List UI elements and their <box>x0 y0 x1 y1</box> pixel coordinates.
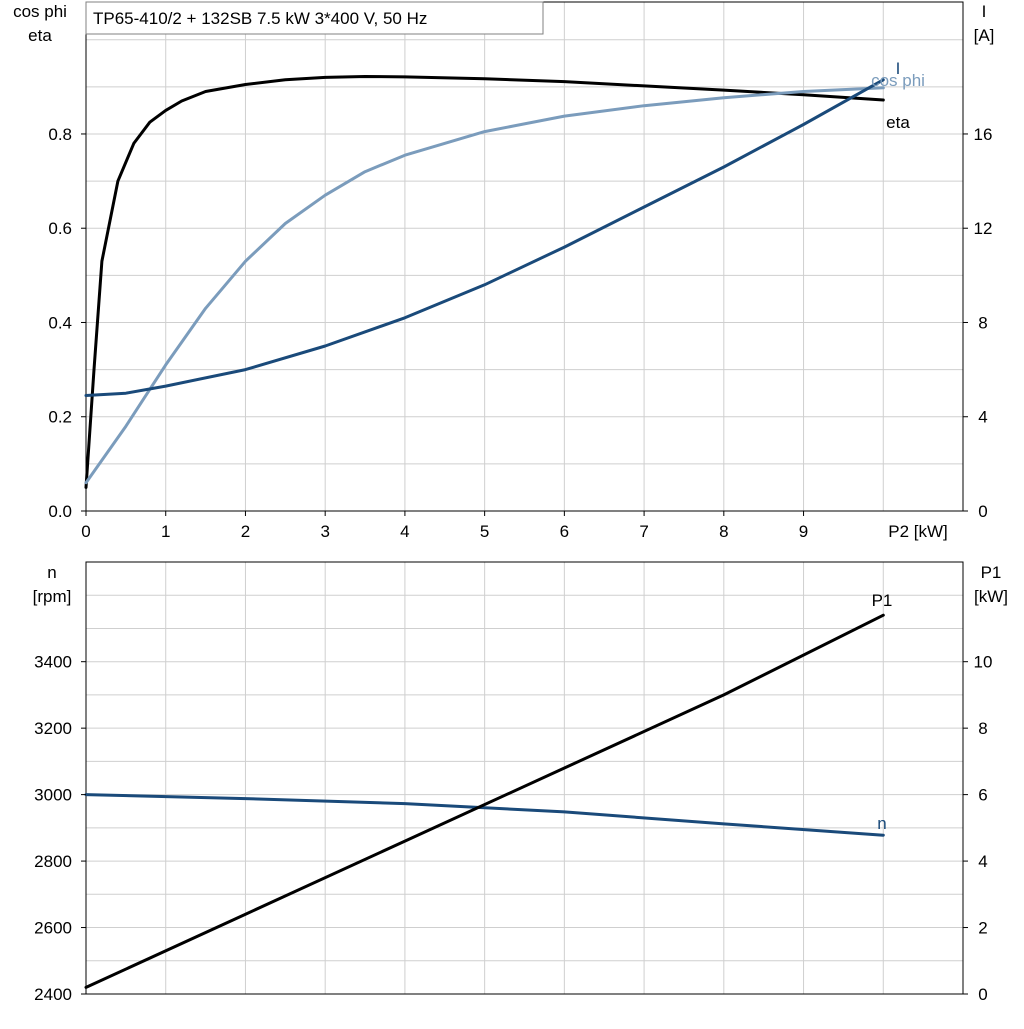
series-line-p1 <box>84 613 885 989</box>
left-axis-tick-label: 0.0 <box>48 502 72 521</box>
right-axis-tick-label: 6 <box>978 786 987 805</box>
left-axis-tick-label: 3400 <box>34 653 72 672</box>
right-axis-tick-label: 12 <box>974 219 993 238</box>
top-left-axis-label-line2: eta <box>28 26 52 45</box>
bottom-chart-grid <box>86 562 963 994</box>
bottom-chart-curves <box>84 613 885 989</box>
x-axis-label: P2 [kW] <box>888 522 948 541</box>
right-axis-tick-label: 2 <box>978 919 987 938</box>
top-right-axis-label-line2: [A] <box>974 26 995 45</box>
top-plot-frame <box>85 1 964 512</box>
right-axis-tick-label: 0 <box>978 502 987 521</box>
top-chart-curves <box>84 75 885 489</box>
right-axis-tick-label: 4 <box>978 408 987 427</box>
series-label-p1: P1 <box>872 591 893 610</box>
series-line-cos-phi <box>84 86 885 485</box>
right-axis-tick-label: 10 <box>974 653 993 672</box>
bottom-right-axis-label-line1: P1 <box>981 563 1002 582</box>
right-axis-tick-label: 8 <box>978 719 987 738</box>
x-axis-tick-label: 0 <box>81 522 90 541</box>
x-axis-tick-label: 5 <box>480 522 489 541</box>
x-axis-tick-label: 2 <box>241 522 250 541</box>
left-axis-tick-label: 2600 <box>34 919 72 938</box>
x-axis-tick-label: 6 <box>560 522 569 541</box>
series-line-i <box>84 78 885 397</box>
x-axis-tick-label: 7 <box>639 522 648 541</box>
title-box <box>85 1 544 35</box>
series-label-eta: eta <box>886 113 910 132</box>
series-line-n <box>84 793 885 837</box>
left-axis-tick-label: 0.8 <box>48 125 72 144</box>
series-line-eta <box>84 75 885 489</box>
left-axis-tick-label: 3000 <box>34 786 72 805</box>
right-axis-tick-label: 4 <box>978 852 987 871</box>
bottom-plot-frame <box>85 561 964 995</box>
x-axis-tick-label: 4 <box>400 522 409 541</box>
x-axis-tick-label: 8 <box>719 522 728 541</box>
series-label-current: I <box>896 59 901 78</box>
right-axis-tick-label: 8 <box>978 313 987 332</box>
left-axis-tick-label: 2400 <box>34 985 72 1004</box>
top-chart-grid <box>86 2 963 511</box>
bottom-left-axis-label-line2: [rpm] <box>33 587 72 606</box>
bottom-left-axis-label-line1: n <box>47 563 56 582</box>
chart-title: TP65-410/2 + 132SB 7.5 kW 3*400 V, 50 Hz <box>93 9 427 28</box>
top-right-axis-label-line1: I <box>982 2 987 21</box>
x-axis-tick-label: 3 <box>320 522 329 541</box>
left-axis-tick-label: 3200 <box>34 719 72 738</box>
left-axis-tick-label: 0.4 <box>48 313 72 332</box>
left-axis-tick-label: 2800 <box>34 852 72 871</box>
x-axis-tick-label: 1 <box>161 522 170 541</box>
bottom-right-axis-label-line2: [kW] <box>974 587 1008 606</box>
right-axis-tick-label: 16 <box>974 125 993 144</box>
left-axis-tick-label: 0.6 <box>48 219 72 238</box>
right-axis-tick-label: 0 <box>978 985 987 1004</box>
series-label-n: n <box>877 814 886 833</box>
series-label-cos-phi: cos phi <box>871 71 925 90</box>
top-left-axis-label-line1: cos phi <box>13 2 67 21</box>
x-axis-tick-label: 9 <box>799 522 808 541</box>
left-axis-tick-label: 0.2 <box>48 408 72 427</box>
